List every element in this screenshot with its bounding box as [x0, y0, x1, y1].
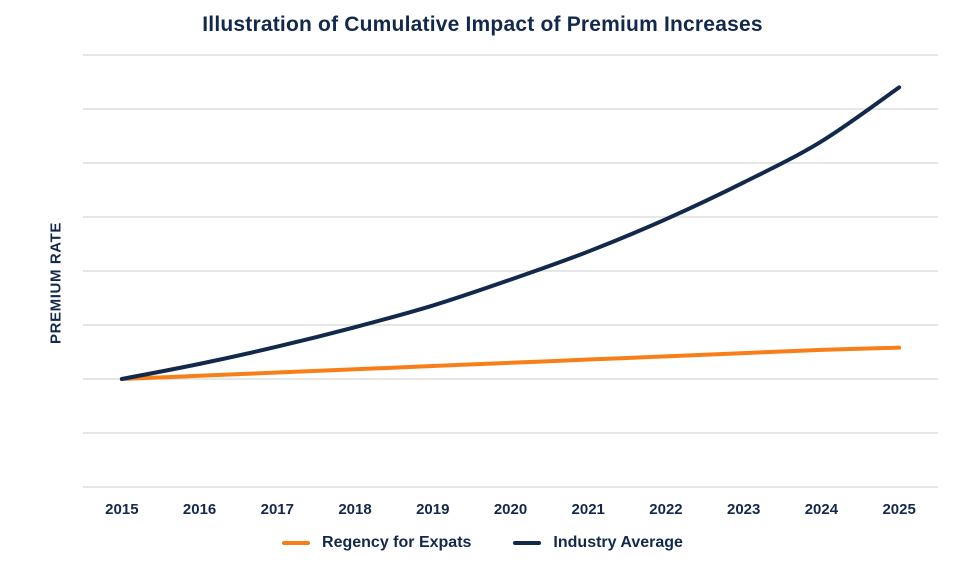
x-axis-tick-labels: 2015 2016 2017 2018 2019 2020 2021 2022 2023 2024… — [105, 501, 916, 518]
x-tick-label: 2019 — [416, 501, 449, 518]
legend-swatch-industry — [513, 541, 542, 545]
chart-title: Illustration of Cumulative Impact of Pre… — [202, 13, 763, 36]
gridlines — [83, 54, 938, 488]
legend: Regency for Expats Industry Average — [0, 528, 965, 558]
x-tick-label: 2024 — [805, 501, 839, 518]
x-tick-label: 2023 — [727, 501, 760, 518]
series-line-regency-for-expats — [119, 345, 902, 381]
x-tick-label: 2016 — [183, 501, 216, 518]
legend-label-regency: Regency for Expats — [322, 534, 472, 551]
x-tick-label: 2022 — [649, 501, 682, 518]
legend-swatch-regency — [282, 541, 311, 545]
x-tick-label: 2021 — [572, 501, 605, 518]
x-tick-label: 2025 — [882, 501, 915, 518]
series-lines — [119, 85, 902, 381]
series-line-industry-average — [119, 85, 902, 381]
x-tick-label: 2017 — [261, 501, 294, 518]
legend-label-industry: Industry Average — [553, 534, 683, 551]
legend-item-industry: Industry Average — [513, 534, 683, 552]
x-tick-label: 2018 — [338, 501, 371, 518]
x-tick-label: 2020 — [494, 501, 527, 518]
x-tick-label: 2015 — [105, 501, 138, 518]
legend-item-regency: Regency for Expats — [282, 534, 471, 552]
